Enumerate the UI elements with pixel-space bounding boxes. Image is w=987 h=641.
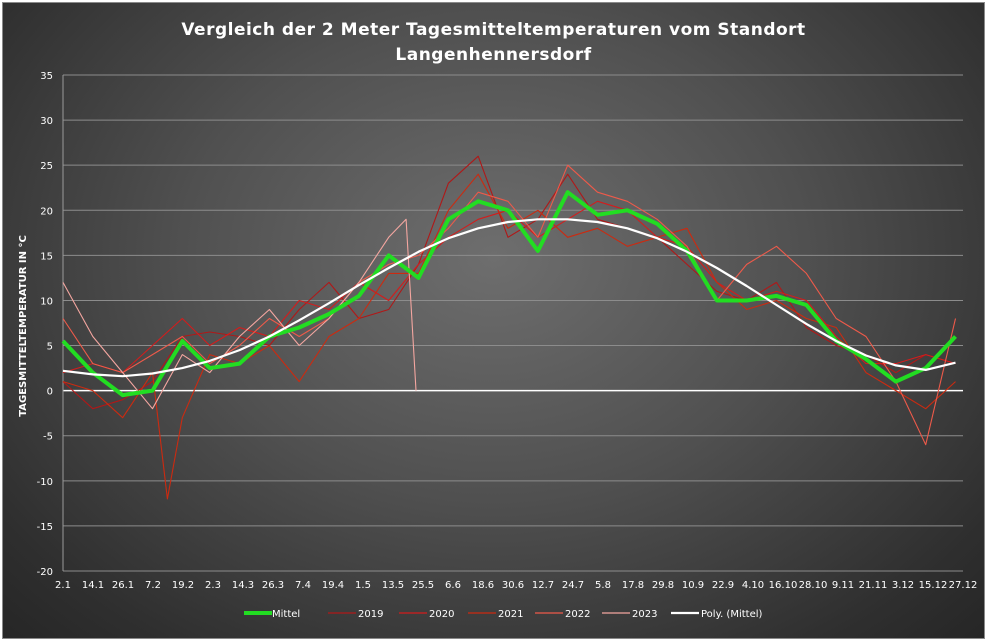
x-tick-label: 27.12 [949,580,978,591]
y-axis-label: TAGESMITTELTEMPERATUR IN °C [18,235,29,417]
y-tick-label: 35 [40,71,53,82]
x-tick-label: 25.5 [412,580,434,591]
legend-label: Poly. (Mittel) [701,609,763,620]
x-tick-label: 18.6 [472,580,494,591]
legend-label: 2020 [429,609,454,620]
y-tick-label: -20 [37,567,53,578]
x-tick-label: 10.9 [682,580,704,591]
x-tick-label: 7.4 [295,580,311,591]
x-tick-label: 21.11 [859,580,888,591]
legend: Mittel 2019 2020 2021 2022 2023 Poly. (Mittel) [244,609,763,620]
x-tick-label: 1.5 [355,580,371,591]
x-axis-ticks: 2.1 14.1 26.1 7.2 19.2 2.3 14.3 26.3 7.4 19.4 1.5 1… [55,580,977,591]
y-tick-label: -5 [43,432,53,443]
x-tick-label: 19.4 [322,580,344,591]
y-tick-label: 15 [40,251,53,262]
legend-label: 2019 [358,609,383,620]
x-tick-label: 19.2 [172,580,194,591]
x-tick-label: 14.1 [82,580,104,591]
y-tick-label: 30 [40,116,53,127]
x-tick-label: 2.3 [205,580,221,591]
x-tick-label: 26.3 [262,580,284,591]
x-tick-label: 16.10 [769,580,798,591]
series-lines [61,155,957,500]
x-tick-label: 3.12 [892,580,914,591]
legend-label: 2021 [498,609,523,620]
x-tick-label: 22.9 [712,580,734,591]
legend-label: 2023 [632,609,657,620]
x-tick-label: 28.10 [799,580,828,591]
x-tick-label: 17.8 [622,580,644,591]
x-tick-label: 29.8 [652,580,674,591]
y-tick-label: -15 [37,522,53,533]
series-line-2021 [62,173,956,500]
y-tick-label: 5 [47,342,53,353]
chart-title-line-2: Langenhennersdorf [395,45,592,65]
x-tick-label: 26.1 [112,580,134,591]
x-tick-label: 7.2 [145,580,161,591]
y-tick-label: 10 [40,296,53,307]
x-tick-label: 14.3 [232,580,254,591]
y-axis-ticks: 35 30 25 20 15 10 5 0 -5 -10 -15 -20 [37,71,53,578]
y-tick-label: 0 [47,387,53,398]
gridlines [62,74,963,572]
x-tick-label: 2.1 [55,580,71,591]
legend-label: 2022 [565,609,590,620]
x-tick-label: 15.12 [919,580,948,591]
chart-title-line-1: Vergleich der 2 Meter Tagesmitteltempera… [181,20,806,40]
x-tick-label: 5.8 [595,580,611,591]
x-tick-label: 9.11 [832,580,854,591]
series-line-2022 [62,164,957,446]
x-tick-label: 30.6 [502,580,524,591]
x-tick-label: 4.10 [742,580,764,591]
x-tick-label: 6.6 [445,580,461,591]
y-tick-label: -10 [37,477,53,488]
x-tick-label: 24.7 [562,580,584,591]
x-tick-label: 12.7 [532,580,554,591]
x-tick-label: 13.5 [382,580,404,591]
y-tick-label: 20 [40,206,53,217]
series-line-mittel [61,190,957,398]
series-line-2023 [62,218,417,410]
y-tick-label: 25 [40,161,53,172]
series-line-poly-mittel [62,218,956,378]
legend-label: Mittel [272,609,300,620]
series-line-2019 [62,155,956,410]
